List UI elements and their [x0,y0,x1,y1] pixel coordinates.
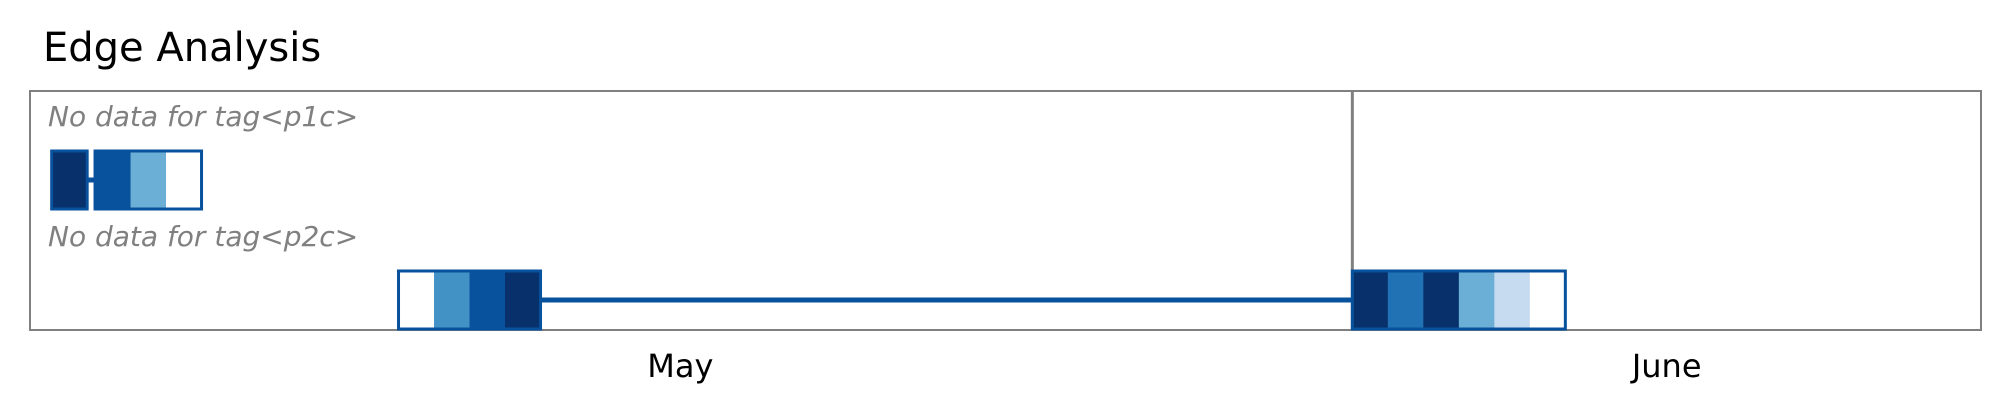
chart-frame [29,90,1982,331]
intensity-cell [1458,271,1495,329]
month-label: June [1630,347,1702,385]
intensity-cell [469,271,506,329]
intensity-cell [95,151,132,209]
intensity-cell [1387,271,1424,329]
intensity-cell [1494,271,1531,329]
intensity-cell [505,271,542,329]
no-data-message: No data for tag<p1c> [48,100,358,133]
intensity-cell [434,271,471,329]
intensity-cell [398,271,435,329]
month-label: May [647,347,713,385]
group-outline [1350,269,1567,331]
intensity-cell [1529,271,1566,329]
chart-title: Edge Analysis [43,25,321,71]
no-data-message: No data for tag<p2c> [48,220,358,253]
intensity-cell [166,151,203,209]
intensity-cell [1352,271,1389,329]
group-outline [93,149,204,211]
intensity-cell [51,151,88,209]
group-outline [50,149,89,211]
intensity-cell [1423,271,1460,329]
timeline-marks: May June No data for tag<p1c> No data for t… [48,91,1702,385]
group-outline [397,269,543,331]
intensity-cell [130,151,167,209]
